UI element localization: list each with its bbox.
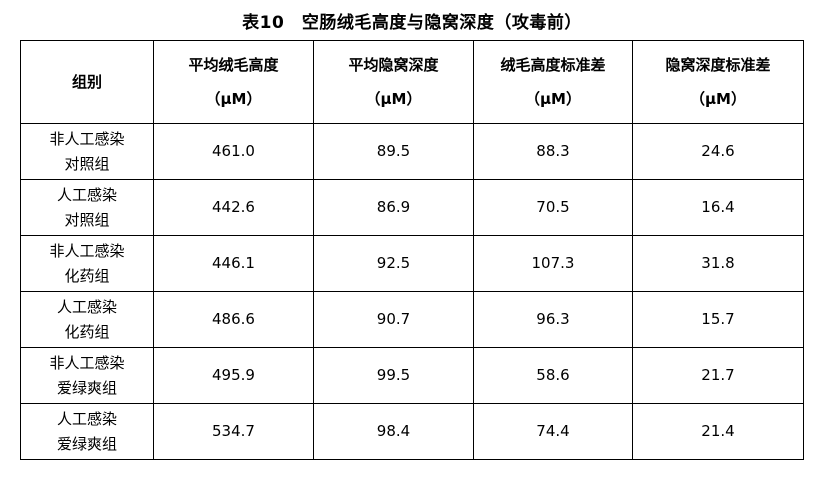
value-cell: 15.7	[632, 291, 804, 348]
group-label: 化药组	[64, 266, 110, 285]
value-cell: 99.5	[313, 347, 474, 404]
table-row: 人工感染 对照组 442.6 86.9 70.5 16.4	[20, 179, 804, 236]
group-label: 人工感染	[56, 409, 117, 428]
group-label: 人工感染	[56, 185, 117, 204]
group-label: 对照组	[64, 154, 110, 173]
header-label: 平均隐窝深度	[348, 56, 439, 74]
data-table: 组别 平均绒毛高度 （μM） 平均隐窝深度 （μM） 绒毛高度标准差 （μM） 隐窝深度标准差…	[20, 40, 804, 460]
group-label: 爱绿爽组	[56, 378, 117, 397]
column-header: 绒毛高度标准差 （μM）	[473, 40, 633, 124]
value-cell: 86.9	[313, 179, 474, 236]
value-cell: 21.4	[632, 403, 804, 460]
value-cell: 21.7	[632, 347, 804, 404]
header-unit: （μM）	[365, 90, 422, 108]
table-row: 人工感染 爱绿爽组 534.7 98.4 74.4 21.4	[20, 403, 804, 460]
value-cell: 486.6	[153, 291, 314, 348]
group-label: 非人工感染	[49, 353, 125, 372]
header-label: 平均绒毛高度	[188, 56, 279, 74]
header-label: 绒毛高度标准差	[500, 56, 606, 74]
value-cell: 90.7	[313, 291, 474, 348]
value-cell: 70.5	[473, 179, 633, 236]
header-unit: （μM）	[205, 90, 262, 108]
value-cell: 442.6	[153, 179, 314, 236]
group-cell: 人工感染 对照组	[20, 179, 154, 236]
value-cell: 96.3	[473, 291, 633, 348]
value-cell: 92.5	[313, 235, 474, 292]
value-cell: 495.9	[153, 347, 314, 404]
group-cell: 人工感染 爱绿爽组	[20, 403, 154, 460]
group-label: 对照组	[64, 210, 110, 229]
header-unit: （μM）	[690, 90, 746, 108]
group-cell: 非人工感染 化药组	[20, 235, 154, 292]
column-header: 隐窝深度标准差 （μM）	[632, 40, 804, 124]
group-cell: 人工感染 化药组	[20, 291, 154, 348]
column-header: 平均隐窝深度 （μM）	[313, 40, 474, 124]
group-label: 非人工感染	[49, 241, 125, 260]
header-label: 组别	[71, 73, 102, 91]
column-header: 组别	[20, 40, 154, 124]
value-cell: 16.4	[632, 179, 804, 236]
table-row: 非人工感染 化药组 446.1 92.5 107.3 31.8	[20, 235, 804, 292]
table-row: 人工感染 化药组 486.6 90.7 96.3 15.7	[20, 291, 804, 348]
value-cell: 31.8	[632, 235, 804, 292]
group-cell: 非人工感染 对照组	[20, 123, 154, 180]
value-cell: 74.4	[473, 403, 633, 460]
value-cell: 24.6	[632, 123, 804, 180]
table-row: 非人工感染 爱绿爽组 495.9 99.5 58.6 21.7	[20, 347, 804, 404]
header-label: 隐窝深度标准差	[665, 56, 771, 74]
group-label: 爱绿爽组	[56, 434, 117, 453]
value-cell: 88.3	[473, 123, 633, 180]
value-cell: 446.1	[153, 235, 314, 292]
value-cell: 461.0	[153, 123, 314, 180]
group-cell: 非人工感染 爱绿爽组	[20, 347, 154, 404]
table-row: 非人工感染 对照组 461.0 89.5 88.3 24.6	[20, 123, 804, 180]
value-cell: 98.4	[313, 403, 474, 460]
group-label: 化药组	[64, 322, 110, 341]
table-title: 表10 空肠绒毛高度与隐窝深度（攻毒前）	[242, 13, 582, 33]
value-cell: 89.5	[313, 123, 474, 180]
value-cell: 534.7	[153, 403, 314, 460]
column-header: 平均绒毛高度 （μM）	[153, 40, 314, 124]
value-cell: 107.3	[473, 235, 633, 292]
value-cell: 58.6	[473, 347, 633, 404]
group-label: 人工感染	[56, 297, 117, 316]
header-row: 组别 平均绒毛高度 （μM） 平均隐窝深度 （μM） 绒毛高度标准差 （μM） 隐窝深度标准差…	[20, 40, 804, 124]
header-unit: （μM）	[525, 90, 581, 108]
group-label: 非人工感染	[49, 129, 125, 148]
